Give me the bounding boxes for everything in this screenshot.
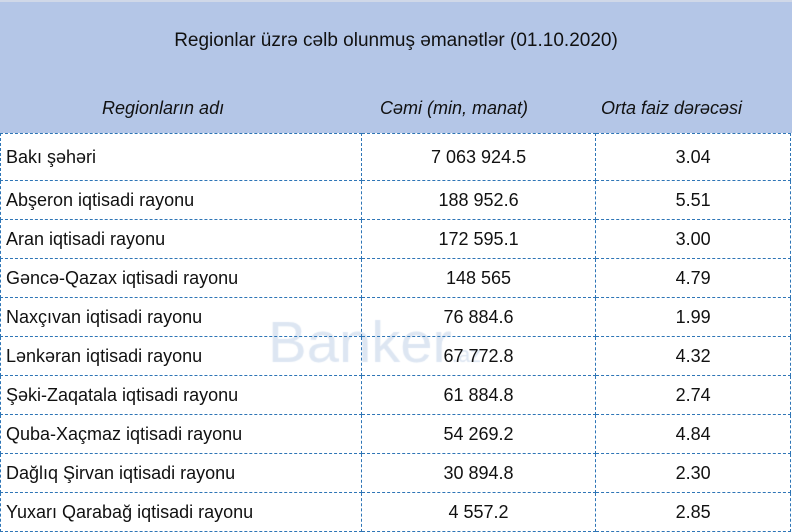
rate-cell: 2.85 xyxy=(595,492,791,532)
rate-cell: 2.74 xyxy=(595,375,791,415)
column-header-total: Cəmi (min, manat) xyxy=(380,98,529,118)
table-row: Naxçıvan iqtisadi rayonu 76 884.6 1.99 xyxy=(0,297,791,337)
table-row: Yuxarı Qarabağ iqtisadi rayonu 4 557.2 2.8… xyxy=(0,492,791,532)
rate-cell: 3.04 xyxy=(595,133,791,181)
region-name-cell: Yuxarı Qarabağ iqtisadi rayonu xyxy=(0,492,362,532)
table-row: Quba-Xaçmaz iqtisadi rayonu 54 269.2 4.84 xyxy=(0,414,791,454)
region-name-cell: Gəncə-Qazax iqtisadi rayonu xyxy=(0,258,362,298)
rate-cell: 4.79 xyxy=(595,258,791,298)
table-row: Aran iqtisadi rayonu 172 595.1 3.00 xyxy=(0,219,791,259)
table-header: Regionlar üzrə cəlb olunmuş əmanətlər (0… xyxy=(0,0,792,133)
table-title: Regionlar üzrə cəlb olunmuş əmanətlər (0… xyxy=(174,30,618,51)
region-name-cell: Şəki-Zaqatala iqtisadi rayonu xyxy=(0,375,362,415)
region-name-cell: Abşeron iqtisadi rayonu xyxy=(0,180,362,220)
region-name-cell: Naxçıvan iqtisadi rayonu xyxy=(0,297,362,337)
total-cell: 7 063 924.5 xyxy=(360,133,597,181)
region-name-cell: Aran iqtisadi rayonu xyxy=(0,219,362,259)
rate-cell: 4.32 xyxy=(595,336,791,376)
total-cell: 148 565 xyxy=(360,258,597,298)
table-row: Lənkəran iqtisadi rayonu 67 772.8 4.32 xyxy=(0,336,791,376)
table-row: Bakı şəhəri 7 063 924.5 3.04 xyxy=(0,133,791,181)
total-cell: 4 557.2 xyxy=(360,492,597,532)
total-cell: 61 884.8 xyxy=(360,375,597,415)
rate-cell: 1.99 xyxy=(595,297,791,337)
rate-cell: 2.30 xyxy=(595,453,791,493)
region-name-cell: Quba-Xaçmaz iqtisadi rayonu xyxy=(0,414,362,454)
rate-cell: 5.51 xyxy=(595,180,791,220)
total-cell: 54 269.2 xyxy=(360,414,597,454)
region-name-cell: Dağlıq Şirvan iqtisadi rayonu xyxy=(0,453,362,493)
table-row: Şəki-Zaqatala iqtisadi rayonu 61 884.8 2.7… xyxy=(0,375,791,415)
column-header-region: Regionların adı xyxy=(102,98,225,118)
total-cell: 188 952.6 xyxy=(360,180,597,220)
table-row: Dağlıq Şirvan iqtisadi rayonu 30 894.8 2.3… xyxy=(0,453,791,493)
total-cell: 67 772.8 xyxy=(360,336,597,376)
rate-cell: 4.84 xyxy=(595,414,791,454)
rate-cell: 3.00 xyxy=(595,219,791,259)
table-row: Gəncə-Qazax iqtisadi rayonu 148 565 4.79 xyxy=(0,258,791,298)
column-header-rate: Orta faiz dərəcəsi xyxy=(601,98,743,118)
deposits-table: Bakı şəhəri 7 063 924.5 3.04 Abşeron iqtisa… xyxy=(0,133,791,532)
table-row: Abşeron iqtisadi rayonu 188 952.6 5.51 xyxy=(0,180,791,220)
total-cell: 76 884.6 xyxy=(360,297,597,337)
total-cell: 172 595.1 xyxy=(360,219,597,259)
region-name-cell: Bakı şəhəri xyxy=(0,133,362,181)
total-cell: 30 894.8 xyxy=(360,453,597,493)
region-name-cell: Lənkəran iqtisadi rayonu xyxy=(0,336,362,376)
